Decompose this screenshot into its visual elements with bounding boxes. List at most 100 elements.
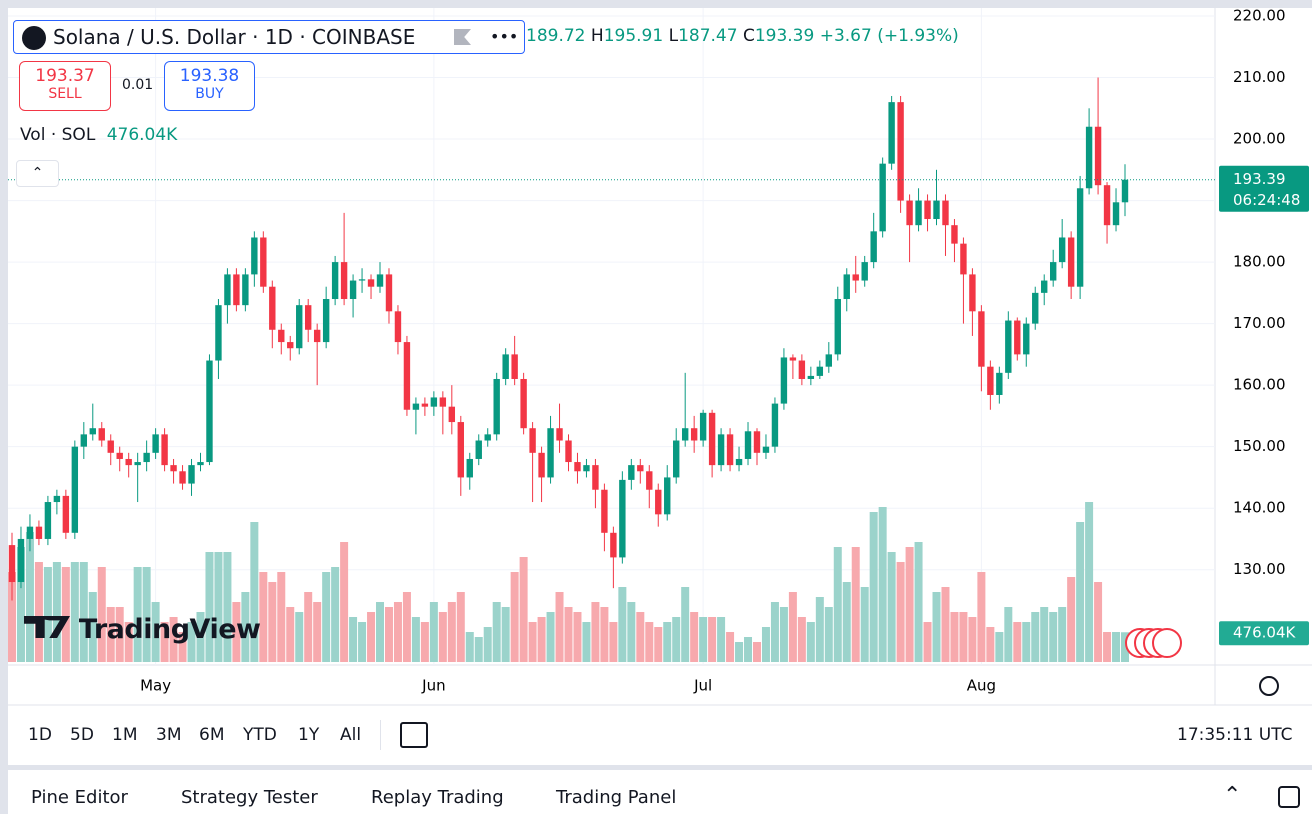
price-label: 193.39 bbox=[1233, 170, 1286, 188]
range-button[interactable]: 1M bbox=[112, 725, 138, 745]
volume-bar bbox=[681, 587, 690, 662]
volume-bar bbox=[223, 552, 232, 662]
volume-bar bbox=[968, 617, 977, 662]
volume-bar bbox=[214, 552, 223, 662]
volume-bar bbox=[932, 592, 941, 662]
volume-bar bbox=[744, 637, 753, 662]
candle-body bbox=[367, 279, 375, 287]
volume-bar bbox=[699, 617, 708, 662]
candle-body bbox=[296, 305, 303, 349]
range-button[interactable]: 1Y bbox=[298, 725, 320, 745]
candle-body bbox=[699, 412, 707, 441]
candle-body bbox=[861, 262, 868, 281]
tab[interactable]: Strategy Tester bbox=[181, 787, 318, 808]
volume-bar bbox=[717, 617, 726, 662]
volume-bar bbox=[645, 622, 654, 662]
candle-body bbox=[978, 311, 985, 367]
sell-button[interactable]: 193.37 SELL bbox=[19, 61, 111, 111]
volume-bar bbox=[752, 642, 761, 662]
more[interactable]: ••• bbox=[490, 27, 519, 46]
volume-bar bbox=[277, 572, 286, 662]
candle-body bbox=[1058, 237, 1066, 263]
candle-body bbox=[1041, 280, 1048, 293]
candle-body bbox=[358, 279, 366, 281]
tab[interactable]: Replay Trading bbox=[371, 787, 504, 808]
volume-bar bbox=[1058, 607, 1067, 662]
buy-button[interactable]: 193.38 BUY bbox=[164, 61, 255, 111]
candle-body bbox=[816, 366, 824, 376]
volume-bar bbox=[322, 572, 331, 662]
flag[interactable] bbox=[454, 29, 471, 45]
compare-icon[interactable] bbox=[400, 722, 428, 748]
collapse-panel[interactable]: ⌃ bbox=[1223, 783, 1242, 808]
volume-bar bbox=[456, 592, 465, 662]
collapse-button[interactable]: ⌃ bbox=[16, 160, 59, 187]
candle-body bbox=[996, 372, 1003, 395]
volume-bar bbox=[160, 622, 169, 662]
range-button[interactable]: YTD bbox=[243, 725, 277, 745]
clock: 17:35:11 UTC bbox=[1177, 725, 1293, 745]
candle-body bbox=[556, 428, 563, 441]
volume-bar bbox=[367, 612, 376, 662]
volume-bar bbox=[833, 547, 842, 662]
candle-body bbox=[1112, 202, 1120, 226]
candle-body bbox=[987, 366, 994, 395]
buy-label: BUY bbox=[195, 86, 224, 102]
candle-body bbox=[215, 305, 222, 361]
volume-bar bbox=[510, 572, 519, 662]
volume-bar bbox=[349, 617, 358, 662]
volume-bar bbox=[43, 567, 52, 662]
volume-bar bbox=[824, 607, 833, 662]
candle-body bbox=[1005, 320, 1012, 373]
candle-body bbox=[870, 231, 877, 263]
volume-legend-label: Vol · SOL bbox=[20, 125, 96, 145]
candle-body bbox=[403, 342, 411, 410]
candle-body bbox=[305, 305, 312, 330]
volume-bar bbox=[25, 532, 34, 662]
candle-body bbox=[852, 274, 859, 281]
volume-bar bbox=[1004, 607, 1013, 662]
tab[interactable]: Trading Panel bbox=[556, 787, 677, 808]
volume-label-box bbox=[1219, 621, 1309, 646]
candle-body bbox=[906, 200, 913, 226]
open: 189.72 bbox=[526, 26, 586, 46]
logo bbox=[22, 26, 46, 50]
candle-body bbox=[538, 452, 545, 478]
maximize-panel[interactable] bbox=[1278, 786, 1300, 808]
volume-bar bbox=[654, 627, 663, 662]
range-button[interactable]: 5D bbox=[70, 725, 94, 745]
symbol-box[interactable]: Solana / U.S. Dollar · 1D · COINBASE ••• bbox=[13, 20, 525, 54]
range-button[interactable]: 6M bbox=[199, 725, 225, 745]
candle-body bbox=[1121, 179, 1129, 203]
y-tick-label: 150.00 bbox=[1233, 437, 1286, 455]
volume-bar bbox=[1031, 612, 1040, 662]
y-tick-label: 160.00 bbox=[1233, 376, 1286, 394]
volume-bar bbox=[61, 567, 70, 662]
candle-body bbox=[1094, 126, 1102, 186]
candle-body bbox=[493, 378, 500, 435]
tab[interactable]: Pine Editor bbox=[31, 787, 128, 808]
range-button[interactable]: All bbox=[340, 725, 362, 745]
candle-body bbox=[960, 243, 967, 275]
volume-bar bbox=[438, 612, 447, 662]
volume-bar bbox=[636, 612, 645, 662]
volume-bar bbox=[528, 622, 537, 662]
volume-bar bbox=[501, 607, 510, 662]
volume-bar bbox=[627, 602, 636, 662]
volume-bar bbox=[726, 632, 735, 662]
candle-body bbox=[161, 434, 168, 466]
volume-bar bbox=[1049, 612, 1058, 662]
volume-bar bbox=[88, 592, 97, 662]
volume-bar bbox=[142, 567, 151, 662]
candle-body bbox=[322, 299, 330, 343]
candle-body bbox=[1103, 185, 1111, 226]
settings-icon[interactable] bbox=[1259, 676, 1279, 696]
range-button[interactable]: 3M bbox=[156, 725, 182, 745]
watermark: TradingView bbox=[24, 614, 261, 645]
volume-bar bbox=[690, 612, 699, 662]
volume-bar bbox=[133, 567, 142, 662]
candle-body bbox=[789, 357, 797, 361]
candle-body bbox=[260, 237, 267, 287]
range-button[interactable]: 1D bbox=[28, 725, 52, 745]
volume-bar bbox=[483, 627, 492, 662]
